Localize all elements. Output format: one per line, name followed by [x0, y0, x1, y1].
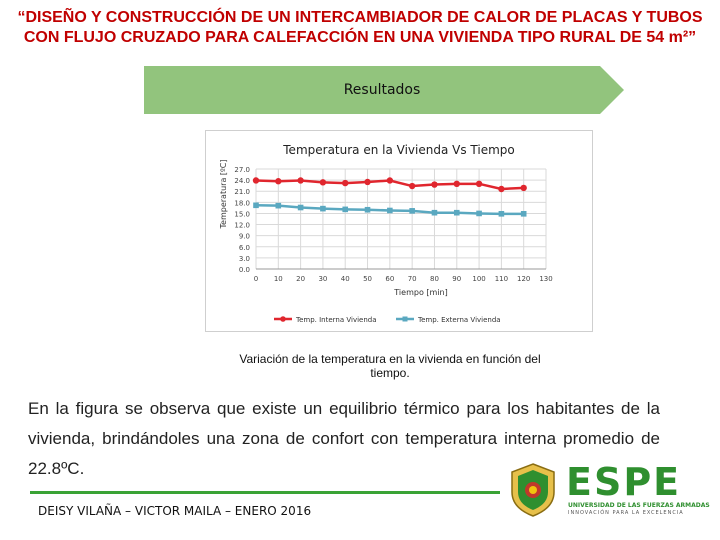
data-point-externa [364, 206, 371, 213]
y-tick-label: 24.0 [234, 177, 250, 185]
data-point-externa [498, 211, 505, 217]
data-point-interna [252, 177, 260, 184]
x-tick-label: 30 [318, 275, 327, 283]
data-point-interna [431, 181, 438, 188]
data-point-interna [342, 179, 349, 187]
x-tick-label: 50 [363, 275, 372, 283]
legend-marker [402, 316, 408, 322]
footer-divider [30, 491, 500, 494]
data-point-interna [275, 178, 282, 185]
chart-container: Temperatura en la Vivienda Vs Tiempo 0.0 3… [205, 130, 593, 332]
x-tick-label: 20 [296, 275, 305, 283]
x-tick-label: 120 [517, 275, 530, 283]
data-point-interna [475, 180, 483, 188]
data-point-externa [520, 211, 527, 217]
body-paragraph: En la figura se observa que existe un eq… [28, 399, 660, 478]
legend-marker [280, 316, 286, 322]
legend-label: Temp. Interna Vivienda [295, 316, 377, 324]
y-tick-label: 18.0 [234, 199, 250, 207]
y-tick-label: 6.0 [239, 244, 250, 252]
data-point-externa [431, 209, 438, 216]
y-axis-title: Temperatura [ºC] [219, 160, 228, 230]
y-tick-label: 3.0 [239, 255, 250, 263]
x-tick-label: 40 [341, 275, 350, 283]
section-banner: Resultados [144, 66, 624, 114]
data-point-interna [297, 177, 304, 184]
x-tick-label: 80 [430, 275, 439, 283]
data-point-externa [409, 208, 415, 214]
slide-title-line1: “DISEÑO Y CONSTRUCCIÓN DE UN INTERCAMBIA… [17, 9, 703, 26]
x-tick-label: 110 [495, 275, 508, 283]
data-point-interna [364, 178, 371, 186]
x-tick-label: 100 [472, 275, 485, 283]
legend-label: Temp. Externa Vivienda [417, 316, 501, 324]
university-seal-icon [511, 463, 555, 517]
data-point-externa [297, 204, 304, 211]
banner-arrow-shape [144, 66, 624, 114]
data-point-interna [319, 179, 327, 186]
banner-label: Resultados [343, 82, 421, 98]
y-tick-label: 21.0 [234, 188, 250, 196]
data-point-interna [386, 177, 394, 184]
logo-wordmark: ESPE [566, 460, 682, 504]
y-tick-label: 27.0 [234, 166, 250, 174]
data-point-interna [453, 180, 460, 188]
data-point-externa [342, 206, 349, 213]
data-point-externa [387, 207, 393, 214]
chart-title: Temperatura en la Vivienda Vs Tiempo [282, 143, 514, 157]
data-point-interna [498, 185, 505, 193]
x-tick-label: 60 [385, 275, 394, 283]
x-tick-label: 10 [274, 275, 283, 283]
figure-caption: Variación de la temperatura en la vivien… [239, 352, 541, 380]
data-point-externa [253, 202, 259, 209]
x-axis-title: Tiempo [min] [393, 288, 447, 297]
espe-logo: ESPE UNIVERSIDAD DE LAS FUERZAS ARMADAS … [566, 462, 712, 520]
slide-title: “DISEÑO Y CONSTRUCCIÓN DE UN INTERCAMBIA… [0, 8, 720, 48]
x-tick-label: 130 [539, 275, 552, 283]
data-point-externa [275, 202, 282, 209]
data-point-externa [476, 210, 482, 217]
data-point-interna [520, 184, 527, 192]
data-point-interna [408, 182, 416, 190]
logo-subtitle: UNIVERSIDAD DE LAS FUERZAS ARMADAS [568, 502, 710, 509]
y-tick-label: 9.0 [239, 233, 250, 241]
data-point-externa [453, 209, 460, 216]
temperature-chart: Temperatura en la Vivienda Vs Tiempo 0.0 3… [219, 143, 553, 324]
x-tick-label: 0 [254, 275, 258, 283]
y-tick-label: 15.0 [234, 210, 250, 218]
data-point-externa [320, 205, 326, 212]
slide-title-line2: CON FLUJO CRUZADO PARA CALEFACCIÓN EN UN… [23, 29, 697, 46]
logo-tagline: INNOVACIÓN PARA LA EXCELENCIA [568, 510, 684, 516]
x-tick-label: 90 [452, 275, 461, 283]
footer-authors: DEISY VILAÑA – VICTOR MAILA – ENERO 2016 [38, 504, 312, 518]
y-tick-label: 12.0 [234, 222, 250, 230]
y-tick-label: 0.0 [239, 266, 250, 274]
x-tick-label: 70 [408, 275, 417, 283]
